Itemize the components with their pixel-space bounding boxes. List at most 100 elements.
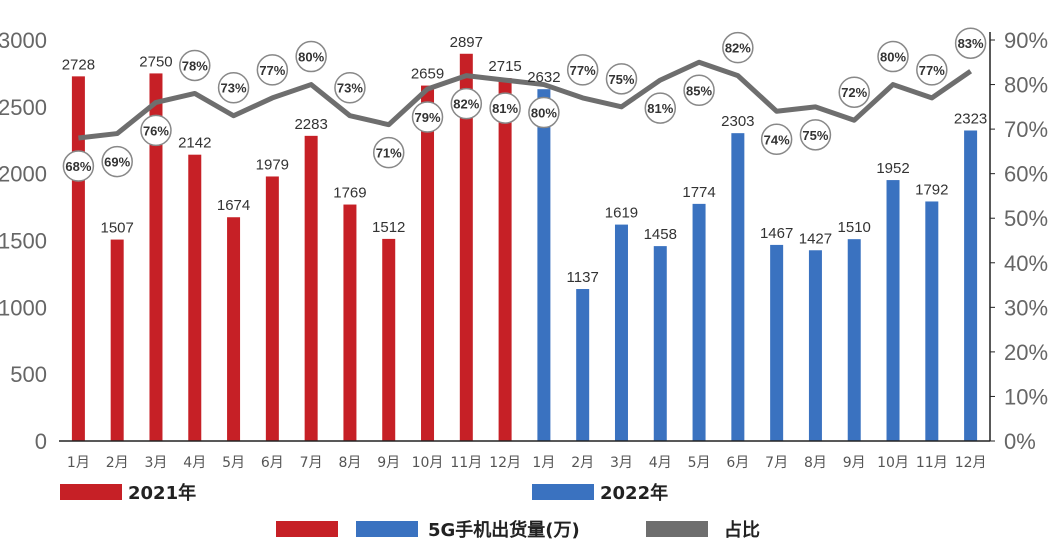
bar (498, 78, 512, 441)
bar-value-label: 1507 (101, 220, 134, 237)
percent-label: 77% (919, 63, 945, 78)
y-left-tick-label: 1000 (0, 295, 47, 320)
bar (149, 73, 163, 442)
y-right-tick-label: 70% (1004, 117, 1048, 142)
bar (614, 224, 628, 441)
labels-layer: 2728 1507 2750 2142 1674 1979 2283 1769 1512 2659… (62, 27, 987, 286)
bar-value-label: 2659 (411, 66, 444, 83)
x-tick-label: 1月 (67, 455, 90, 471)
bar-value-label: 1769 (333, 185, 366, 202)
percent-label: 82% (725, 41, 751, 56)
x-tick-label: 5月 (222, 455, 245, 471)
x-tick-label: 2月 (571, 455, 594, 471)
x-tick-label: 8月 (804, 455, 827, 471)
bar-value-label: 1510 (838, 219, 871, 236)
percent-label-bubble (450, 87, 483, 120)
percent-label-bubble (722, 31, 754, 64)
bar (343, 204, 357, 441)
x-tick-label: 8月 (338, 455, 361, 471)
bar (537, 89, 551, 441)
bar-value-label: 1774 (682, 184, 715, 201)
percent-label: 71% (376, 146, 402, 161)
y-left-tick-label: 0 (35, 429, 47, 454)
bar (71, 76, 85, 441)
bar (382, 238, 396, 441)
percent-label: 75% (802, 128, 828, 143)
percent-label-bubble (605, 63, 638, 95)
legend-bars-label: 5G手机出货量(万) (428, 519, 580, 541)
y-right-tick-label: 20% (1004, 340, 1048, 365)
legend-2022-label: 2022年 (600, 482, 668, 504)
percent-label-bubble (644, 92, 677, 124)
y-left-tick-label: 2500 (0, 95, 47, 120)
bar-value-label: 2750 (139, 53, 172, 70)
percent-label-bubble (334, 71, 366, 104)
bar-value-label: 2728 (62, 56, 95, 73)
percent-label-bubble (916, 54, 948, 86)
percent-label-bubble (877, 40, 909, 73)
percent-label-bubble (566, 54, 599, 86)
percent-label: 85% (686, 83, 712, 98)
x-tick-label: 4月 (183, 455, 206, 471)
bar (692, 203, 706, 441)
percent-label-bubble (838, 76, 870, 108)
x-tick-label: 7月 (300, 455, 323, 471)
bar (227, 217, 241, 441)
percent-label: 73% (221, 81, 247, 96)
y-right-tick-label: 50% (1004, 206, 1048, 231)
percent-label: 74% (764, 132, 790, 147)
bar-value-label: 2323 (954, 110, 987, 127)
bar (770, 244, 784, 441)
bar-value-label: 1619 (605, 205, 638, 222)
bar (304, 135, 318, 442)
percent-label: 81% (647, 101, 673, 116)
share-line (78, 59, 973, 141)
x-tick-label: 6月 (726, 455, 749, 471)
x-tick-label: 9月 (377, 455, 400, 471)
bar-value-label: 1674 (217, 197, 250, 214)
bar (808, 250, 822, 441)
bar-value-label: 1979 (256, 156, 289, 173)
percent-label-bubble (179, 49, 211, 82)
bar (925, 201, 939, 441)
bar (265, 176, 279, 441)
y-right-tick-label: 90% (1004, 28, 1048, 53)
percent-label-bubble (140, 114, 172, 147)
percent-label-bubble (256, 54, 289, 86)
percent-label: 77% (259, 63, 285, 78)
percent-label: 80% (298, 50, 324, 65)
percent-label: 79% (415, 110, 441, 125)
percent-label: 81% (492, 101, 518, 116)
x-tick-label: 12月 (955, 455, 987, 471)
bar-value-label: 2283 (294, 116, 327, 133)
bar (459, 53, 473, 441)
percent-label-bubble (954, 27, 987, 59)
x-tick-label: 4月 (649, 455, 672, 471)
bar-value-label: 2632 (527, 69, 560, 86)
x-tick-label: 12月 (489, 455, 521, 471)
percent-label: 77% (570, 63, 596, 78)
bar-value-label: 1137 (567, 269, 599, 286)
bar-value-label: 1427 (799, 230, 832, 247)
y-right-tick-label: 0% (1004, 429, 1036, 454)
x-tick-label: 3月 (610, 455, 633, 471)
legend-bars-swatch-red (276, 521, 338, 537)
percent-label-bubble (62, 150, 95, 182)
percent-label-bubble (101, 145, 133, 178)
bar-value-label: 1792 (915, 181, 948, 198)
percent-label: 80% (531, 106, 557, 121)
percent-label: 82% (453, 97, 479, 112)
percent-label-bubble (799, 119, 832, 151)
legend-2021-swatch (60, 484, 122, 500)
percent-label-bubble (217, 71, 250, 104)
legend-line-swatch (646, 521, 708, 537)
bar (731, 133, 745, 442)
y-right-tick-label: 40% (1004, 251, 1048, 276)
percent-label: 69% (104, 155, 130, 170)
percent-label-bubble (489, 92, 521, 124)
percent-label: 73% (337, 81, 363, 96)
legend: 2021年 2022年 5G手机出货量(万) 占比 (60, 482, 760, 541)
percent-label: 75% (608, 72, 634, 87)
bar (653, 246, 667, 441)
